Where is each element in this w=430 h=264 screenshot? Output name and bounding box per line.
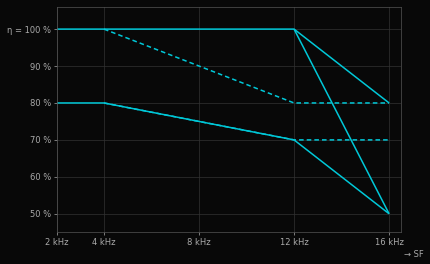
Text: → SF: → SF [403, 250, 423, 259]
